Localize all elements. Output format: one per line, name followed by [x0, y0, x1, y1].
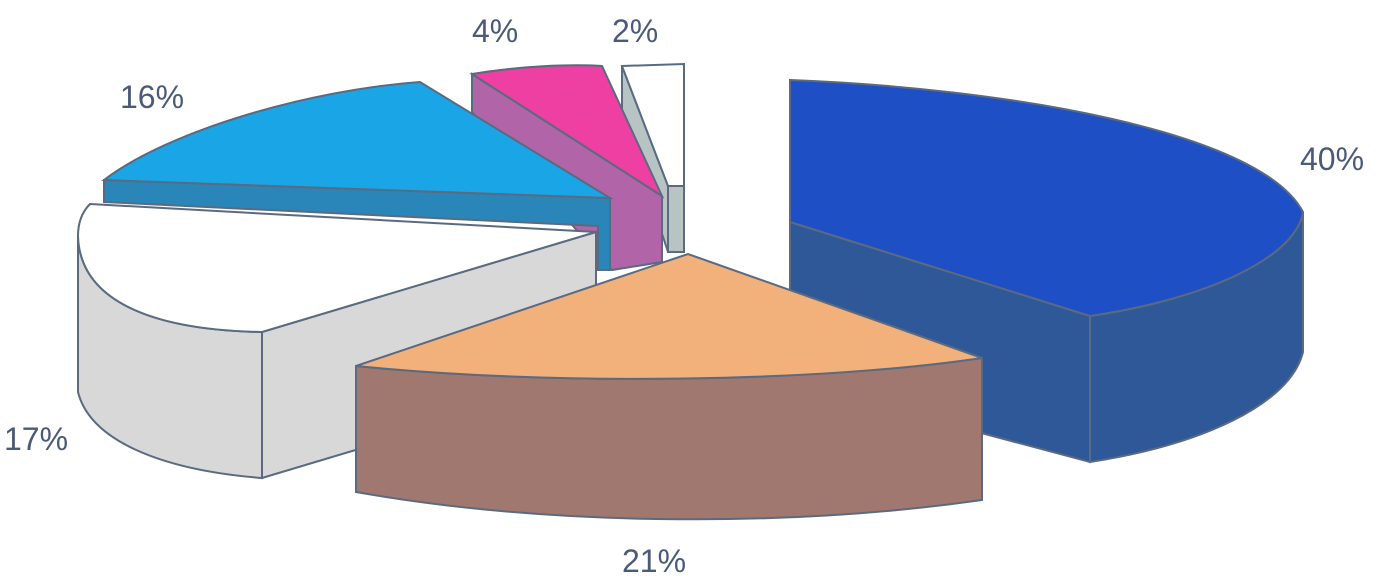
slice-label-16: 16%	[120, 79, 184, 115]
pie-slice-21-rim	[355, 356, 983, 521]
slice-label-4: 4%	[472, 13, 518, 49]
pie-slice-17-top	[76, 202, 597, 334]
pie-slice-40-top	[789, 78, 1305, 318]
slice-label-17: 17%	[4, 421, 68, 457]
pie-slice-2-side-front	[667, 185, 685, 253]
slice-label-2: 2%	[612, 13, 658, 49]
slice-label-21: 21%	[622, 543, 686, 578]
pie-slice-2-top	[620, 62, 685, 187]
pie-slice-16	[101, 80, 614, 271]
pie-slice-21-top	[355, 252, 983, 380]
pie-slice-16-top	[101, 80, 614, 200]
pie-slice-21	[355, 252, 983, 521]
slice-label-40: 40%	[1300, 141, 1364, 177]
pie-slice-4-top	[469, 64, 665, 199]
pie-slice-2	[620, 62, 685, 253]
